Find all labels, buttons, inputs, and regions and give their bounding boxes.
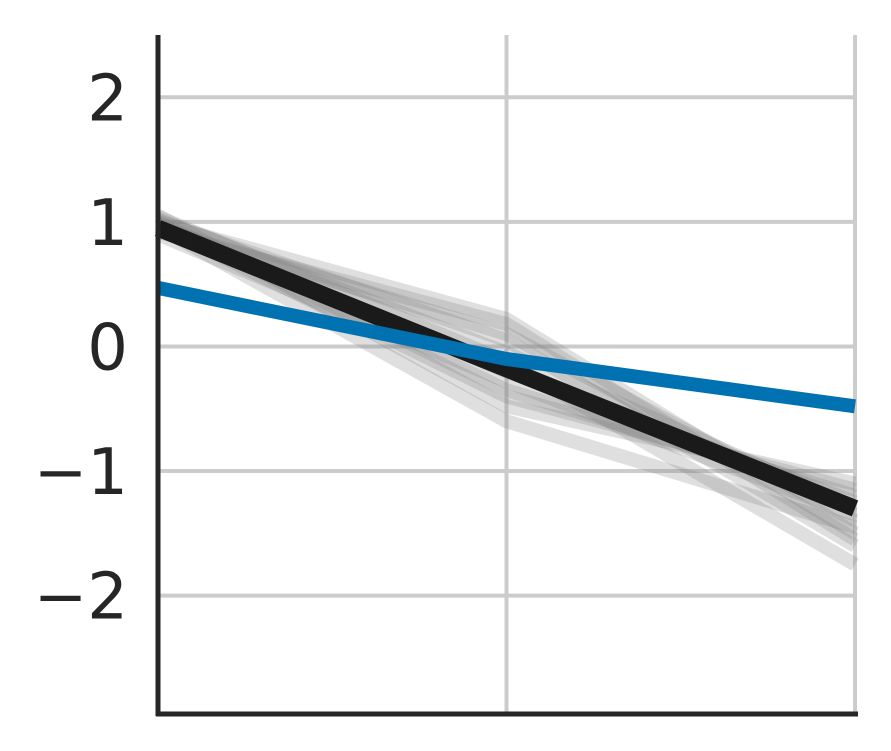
sample-line — [155, 214, 859, 552]
y-tick-label: 1 — [87, 187, 128, 261]
y-tick-label: −2 — [34, 561, 128, 635]
sample-line — [154, 220, 858, 534]
grid — [156, 35, 857, 714]
axes — [155, 35, 858, 717]
mean-line — [154, 220, 859, 517]
reference-line — [156, 281, 856, 414]
series-lines — [154, 220, 859, 517]
y-tick-label: −1 — [34, 436, 128, 510]
y-tick-labels: 2 1 0 −1 −2 — [34, 62, 128, 634]
y-tick-label: 0 — [87, 311, 128, 385]
y-tick-label: 2 — [87, 62, 128, 136]
